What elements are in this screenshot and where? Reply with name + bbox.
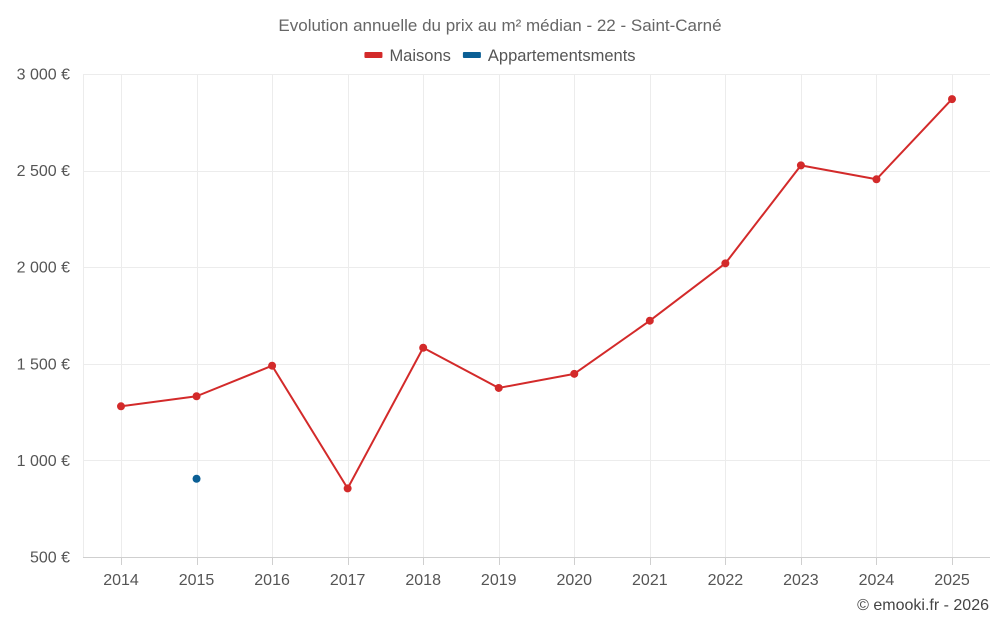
data-point-maisons-2024[interactable] [872,175,881,184]
data-point-maisons-2023[interactable] [796,161,805,170]
y-tick-label: 3 000 € [17,67,70,84]
legend-swatch [462,52,481,58]
data-point-maisons-2016[interactable] [268,361,277,370]
x-tick-label: 2016 [254,572,290,589]
series-line-maisons [120,98,953,490]
x-tick-label: 2015 [179,572,215,589]
legend-item-maisons[interactable]: Maisons [364,47,451,65]
legend-label: Appartementsments [488,47,636,65]
data-point-maisons-2014[interactable] [117,402,125,411]
series-maisons [117,95,956,493]
data-point-maisons-2019[interactable] [494,383,503,392]
legend-swatch [364,52,383,58]
x-tick-label: 2019 [481,572,517,589]
y-tick-label: 500 € [30,550,70,567]
y-tick-label: 2 500 € [17,163,70,180]
x-tick-label: 2020 [556,572,592,589]
y-tick-label: 1 500 € [17,356,70,373]
data-point-maisons-2015[interactable] [192,392,201,401]
data-point-maisons-2017[interactable] [343,484,352,493]
y-tick-label: 2 000 € [17,260,70,277]
data-point-maisons-2025[interactable] [948,95,956,104]
legend-label: Maisons [389,47,450,65]
x-tick-label: 2025 [934,572,970,589]
y-axis-ticks: 500 € 1 000 € 1 500 € 2 000 € 2 500 € 3 000 € [17,67,70,567]
x-tick-label: 2018 [405,572,441,589]
x-tick-label: 2017 [330,572,366,589]
x-tick-label: 2022 [708,572,744,589]
data-point-maisons-2018[interactable] [419,343,428,352]
data-point-maisons-2020[interactable] [570,369,579,378]
credit-text: © emooki.fr - 2026 [857,597,989,614]
x-tick-label: 2024 [859,572,895,589]
chart-title: Evolution annuelle du prix au m² médian … [278,16,721,35]
data-point-maisons-2022[interactable] [721,259,730,268]
series-layer [117,95,956,493]
legend-item-appartementsments[interactable]: Appartementsments [462,47,636,65]
grid [83,74,990,558]
x-tick-label: 2023 [783,572,819,589]
x-axis-ticks: 2014 2015 2016 2017 2018 2019 2020 2021 2022 2023… [103,557,970,589]
y-tick-label: 1 000 € [17,453,70,470]
x-tick-label: 2014 [103,572,139,589]
data-point-maisons-2021[interactable] [645,316,654,325]
data-point-appartementsments-2015[interactable] [192,474,201,483]
legend: Maisons Appartementsments [364,47,636,65]
x-tick-label: 2021 [632,572,668,589]
series-appartementsments [192,474,201,483]
